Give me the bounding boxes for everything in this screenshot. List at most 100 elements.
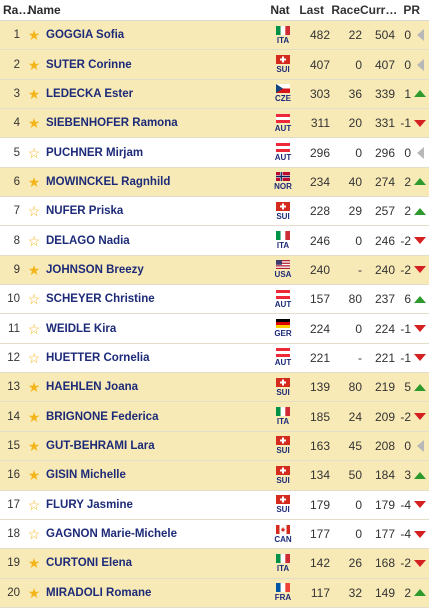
table-row[interactable]: 6 ★ MOWINCKEL Ragnhild NOR 234 40 274 2 (0, 167, 429, 198)
table-row[interactable]: 11 ☆ WEIDLE Kira GER 224 0 224 -1 (0, 314, 429, 344)
athlete-name[interactable]: GAGNON Marie-Michele (46, 528, 177, 541)
position-change: 6 (404, 292, 411, 307)
table-row[interactable]: 8 ☆ DELAGO Nadia ITA 246 0 246 -2 (0, 226, 429, 256)
table-header: Ra… Name Nat Last Race Curr… PR (0, 0, 429, 21)
athlete-name[interactable]: PUCHNER Mirjam (46, 146, 144, 159)
table-row[interactable]: 4 ★ SIEBENHOFER Ramona AUT 311 20 331 -1 (0, 109, 429, 139)
aut-flag-icon (276, 143, 290, 154)
favorite-star-icon[interactable]: ☆ (27, 291, 41, 308)
athlete-name[interactable]: WEIDLE Kira (46, 322, 117, 335)
sui-flag-icon (276, 377, 290, 389)
col-header-nat[interactable]: Nat (270, 3, 290, 17)
favorite-star-icon[interactable]: ★ (27, 115, 41, 132)
athlete-name[interactable]: BRIGNONE Federica (46, 410, 159, 423)
athlete-name[interactable]: GUT-BEHRAMI Lara (46, 439, 155, 452)
table-row[interactable]: 13 ★ HAEHLEN Joana SUI 139 80 219 5 (0, 373, 429, 403)
sui-flag-icon (276, 201, 290, 213)
rank-cell: 10 (7, 293, 20, 306)
athlete-name[interactable]: HAEHLEN Joana (46, 381, 139, 394)
table-row[interactable]: 14 ★ BRIGNONE Federica ITA 185 24 209 -2 (0, 402, 429, 432)
col-header-pr[interactable]: PR (403, 3, 420, 17)
athlete-name[interactable]: MIRADOLI Romane (46, 586, 152, 599)
nation-cell: USA (270, 260, 296, 279)
col-header-last[interactable]: Last (299, 3, 324, 17)
nation-code: ITA (276, 241, 290, 251)
table-row[interactable]: 18 ☆ GAGNON Marie-Michele CAN 177 0 177 … (0, 519, 429, 550)
race-points: 45 (348, 438, 362, 453)
position-change: -1 (400, 321, 411, 336)
table-row[interactable]: 7 ☆ NUFER Priska SUI 228 29 257 2 (0, 197, 429, 227)
race-points: 50 (348, 468, 362, 483)
table-row[interactable]: 3 ★ LEDECKA Ester CZE 303 36 339 1 (0, 79, 429, 110)
table-row[interactable]: 2 ★ SUTER Corinne SUI 407 0 407 0 (0, 50, 429, 80)
table-row[interactable]: 15 ★ GUT-BEHRAMI Lara SUI 163 45 208 0 (0, 431, 429, 462)
athlete-name[interactable]: SIEBENHOFER Ramona (46, 117, 178, 130)
race-points: 0 (355, 233, 362, 248)
ita-flag-icon (276, 407, 290, 418)
rank-cell: 7 (13, 205, 20, 218)
position-change: -2 (400, 233, 411, 248)
favorite-star-icon[interactable]: ☆ (27, 496, 41, 513)
favorite-star-icon[interactable]: ★ (27, 555, 41, 572)
col-header-rank[interactable]: Ra… (3, 3, 31, 17)
favorite-star-icon[interactable]: ★ (27, 27, 41, 44)
athlete-name[interactable]: GOGGIA Sofia (46, 29, 125, 42)
race-points: 80 (348, 380, 362, 395)
favorite-star-icon[interactable]: ☆ (27, 526, 41, 543)
athlete-name[interactable]: FLURY Jasmine (46, 498, 133, 511)
athlete-name[interactable]: GISIN Michelle (46, 469, 126, 482)
favorite-star-icon[interactable]: ☆ (27, 232, 41, 249)
table-row[interactable]: 19 ★ CURTONI Elena ITA 142 26 168 -2 (0, 549, 429, 579)
nation-cell: SUI (270, 436, 296, 455)
favorite-star-icon[interactable]: ★ (27, 437, 41, 454)
last-points: 163 (309, 438, 330, 453)
last-points: 221 (309, 350, 330, 365)
current-points: 240 (374, 262, 395, 277)
race-points: 0 (355, 145, 362, 160)
col-header-name[interactable]: Name (28, 3, 61, 17)
arrow-down-icon (411, 530, 429, 538)
athlete-name[interactable]: SCHEYER Christine (46, 293, 155, 306)
athlete-name[interactable]: NUFER Priska (46, 205, 124, 218)
athlete-name[interactable]: CURTONI Elena (46, 557, 133, 570)
current-points: 407 (374, 57, 395, 72)
col-header-race[interactable]: Race (331, 3, 360, 17)
current-points: 246 (374, 233, 395, 248)
athlete-name[interactable]: MOWINCKEL Ragnhild (46, 175, 171, 188)
table-row[interactable]: 20 ★ MIRADOLI Romane FRA 117 32 149 2 (0, 578, 429, 608)
sui-flag-icon (276, 465, 290, 477)
favorite-star-icon[interactable]: ★ (27, 408, 41, 425)
nation-cell: ITA (270, 407, 296, 426)
table-row[interactable]: 9 ★ JOHNSON Breezy USA 240 - 240 -2 (0, 255, 429, 286)
favorite-star-icon[interactable]: ★ (27, 173, 41, 190)
favorite-star-icon[interactable]: ★ (27, 85, 41, 102)
ita-flag-icon (276, 553, 290, 565)
favorite-star-icon[interactable]: ★ (27, 467, 41, 484)
fra-flag-icon (276, 583, 290, 594)
nation-code: ITA (276, 563, 290, 573)
table-row[interactable]: 16 ★ GISIN Michelle SUI 134 50 184 3 (0, 461, 429, 491)
athlete-name[interactable]: DELAGO Nadia (46, 234, 130, 247)
favorite-star-icon[interactable]: ☆ (27, 144, 41, 161)
favorite-star-icon[interactable]: ★ (27, 56, 41, 73)
favorite-star-icon[interactable]: ☆ (27, 203, 41, 220)
col-header-current[interactable]: Curr… (360, 3, 398, 17)
table-row[interactable]: 12 ☆ HUETTER Cornelia AUT 221 - 221 -1 (0, 343, 429, 374)
favorite-star-icon[interactable]: ☆ (27, 349, 41, 366)
favorite-star-icon[interactable]: ☆ (27, 320, 41, 337)
athlete-name[interactable]: JOHNSON Breezy (46, 263, 144, 276)
table-row[interactable]: 1 ★ GOGGIA Sofia ITA 482 22 504 0 (0, 21, 429, 51)
table-row[interactable]: 5 ☆ PUCHNER Mirjam AUT 296 0 296 0 (0, 138, 429, 168)
athlete-name[interactable]: LEDECKA Ester (46, 87, 134, 100)
favorite-star-icon[interactable]: ★ (27, 379, 41, 396)
last-points: 311 (310, 116, 330, 131)
favorite-star-icon[interactable]: ★ (27, 584, 41, 601)
athlete-name[interactable]: HUETTER Cornelia (46, 351, 150, 364)
table-row[interactable]: 17 ☆ FLURY Jasmine SUI 179 0 179 -4 (0, 490, 429, 520)
nation-cell: GER (270, 319, 296, 338)
athlete-name[interactable]: SUTER Corinne (46, 58, 132, 71)
favorite-star-icon[interactable]: ★ (27, 261, 41, 278)
position-change: -4 (400, 527, 411, 542)
table-row[interactable]: 10 ☆ SCHEYER Christine AUT 157 80 237 6 (0, 285, 429, 315)
